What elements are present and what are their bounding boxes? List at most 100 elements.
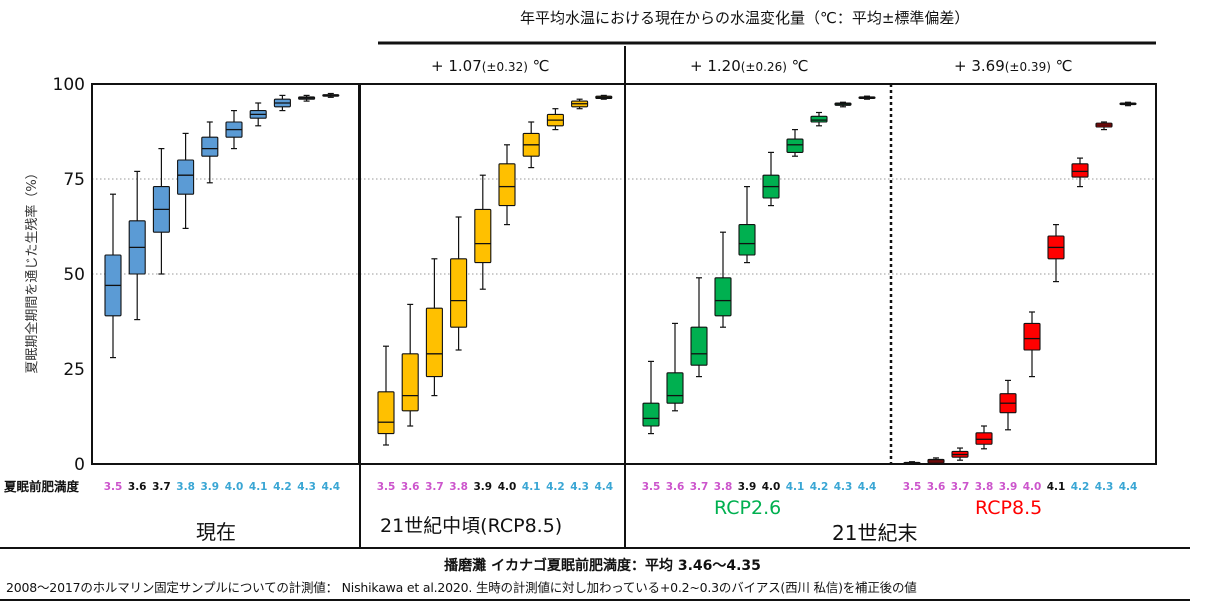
x-tick-label: 4.0 <box>498 481 517 493</box>
mid-century-delta-sd: (±0.32) <box>481 60 528 74</box>
y-tick-label: 50 <box>63 265 85 285</box>
panel-label-present: 現在 <box>196 520 236 544</box>
box-iqr <box>450 258 468 328</box>
x-tick-label: 3.9 <box>473 481 492 493</box>
y-tick-label: 75 <box>63 170 85 190</box>
x-tick-label: 4.2 <box>1071 481 1090 493</box>
box-iqr <box>1071 163 1089 178</box>
box-iqr <box>201 136 219 157</box>
rcp26-delta-main: + 1.20 <box>690 57 741 75</box>
x-tick-label: 3.9 <box>200 481 219 493</box>
x-tick-label: 4.2 <box>810 481 829 493</box>
x-tick-label: 3.7 <box>152 481 171 493</box>
box-1-1 <box>401 303 419 427</box>
box-iqr <box>690 326 708 366</box>
box-iqr <box>786 138 804 153</box>
footer-source-note: 2008～2017のホルマリン固定サンプルについての計測値： Nishikawa… <box>6 580 917 595</box>
x-tick-label: 4.0 <box>225 481 244 493</box>
panel-label-end-century: 21世紀末 <box>832 521 918 545</box>
x-tick-label: 4.1 <box>786 481 805 493</box>
box-marks <box>104 92 1137 465</box>
x-tick-label: 3.9 <box>999 481 1018 493</box>
box-2-4 <box>738 186 756 264</box>
x-tick-label: 3.8 <box>975 481 994 493</box>
box-2-0 <box>642 360 660 435</box>
box-iqr <box>1023 322 1041 351</box>
mid-century-delta: + 1.07(±0.32) ℃ <box>431 57 550 75</box>
box-3-2 <box>951 447 969 461</box>
box-iqr <box>474 208 492 264</box>
x-tick-label: 4.3 <box>834 481 853 493</box>
box-2-6 <box>786 129 804 157</box>
box-0-9 <box>322 92 340 98</box>
x-tick-label: 4.3 <box>570 481 589 493</box>
box-2-8 <box>834 101 852 108</box>
box-iqr <box>377 391 395 435</box>
temperature-change-title: 年平均水温における現在からの水温変化量（℃：平均±標準偏差） <box>520 9 970 27</box>
box-0-1 <box>128 170 146 321</box>
box-0-8 <box>298 94 316 102</box>
box-3-1 <box>927 457 945 465</box>
box-3-8 <box>1095 121 1113 131</box>
x-tick-label: 4.4 <box>858 481 877 493</box>
box-0-0 <box>104 193 122 359</box>
y-tick-label: 100 <box>53 75 85 95</box>
x-tick-label: 4.0 <box>762 481 781 493</box>
box-1-6 <box>522 121 540 169</box>
x-tick-label: 3.5 <box>377 481 396 493</box>
x-tick-label: 3.5 <box>104 481 123 493</box>
box-1-8 <box>571 98 589 110</box>
box-iqr <box>401 353 419 412</box>
x-tick-label: 3.8 <box>449 481 468 493</box>
box-2-9 <box>858 95 876 100</box>
box-iqr <box>642 402 660 427</box>
box-0-5 <box>225 109 243 150</box>
box-0-7 <box>273 94 291 112</box>
box-3-3 <box>975 425 993 450</box>
x-tick-label: 4.3 <box>1095 481 1114 493</box>
box-3-6 <box>1047 224 1065 283</box>
box-0-3 <box>177 132 195 229</box>
rcp85-delta-main: + 3.69 <box>954 57 1005 75</box>
box-2-2 <box>690 277 708 378</box>
chart-frame <box>0 41 1190 601</box>
x-tick-label: 4.4 <box>594 481 613 493</box>
box-3-0 <box>903 461 921 465</box>
box-2-1 <box>666 322 684 412</box>
box-1-7 <box>546 108 564 131</box>
x-axis-title: 夏眠前肥満度 <box>4 479 80 494</box>
panel-label-rcp85: RCP8.5 <box>975 497 1043 519</box>
box-1-2 <box>425 258 443 397</box>
x-tick-label: 4.4 <box>321 481 340 493</box>
box-iqr <box>738 224 756 256</box>
box-iqr <box>666 372 684 404</box>
box-3-9 <box>1119 101 1137 107</box>
x-tick-label: 4.2 <box>273 481 292 493</box>
x-tick-label: 3.7 <box>690 481 709 493</box>
x-tick-label: 3.8 <box>714 481 733 493</box>
box-1-9 <box>595 94 613 100</box>
box-1-5 <box>498 144 516 226</box>
rcp26-delta: + 1.20(±0.26) ℃ <box>690 57 809 75</box>
panel-label-rcp26: RCP2.6 <box>714 497 782 519</box>
box-iqr <box>425 307 443 378</box>
x-tick-label: 4.1 <box>1047 481 1066 493</box>
x-tick-label: 4.0 <box>1023 481 1042 493</box>
y-tick-label: 0 <box>74 455 85 475</box>
box-iqr <box>810 115 828 123</box>
box-3-5 <box>1023 311 1041 378</box>
y-tick-label: 25 <box>63 360 85 380</box>
box-3-7 <box>1071 157 1089 188</box>
mid-century-delta-unit: ℃ <box>527 57 550 75</box>
x-tick-label: 4.3 <box>297 481 316 493</box>
x-tick-label: 4.2 <box>546 481 565 493</box>
x-tick-label: 4.4 <box>1119 481 1138 493</box>
chart-text: 0 25 50 75 100 夏眠期全期間を通じた生残率（%） 3.5 3.6 3.7 3.8 3.… <box>24 75 1137 493</box>
rcp85-delta: + 3.69(±0.39) ℃ <box>954 57 1073 75</box>
x-tick-label: 3.6 <box>128 481 147 493</box>
mid-century-delta-main: + 1.07 <box>431 57 482 75</box>
x-tick-label: 3.6 <box>401 481 420 493</box>
box-2-5 <box>762 151 780 207</box>
x-tick-label: 4.1 <box>522 481 541 493</box>
box-0-2 <box>152 148 170 275</box>
